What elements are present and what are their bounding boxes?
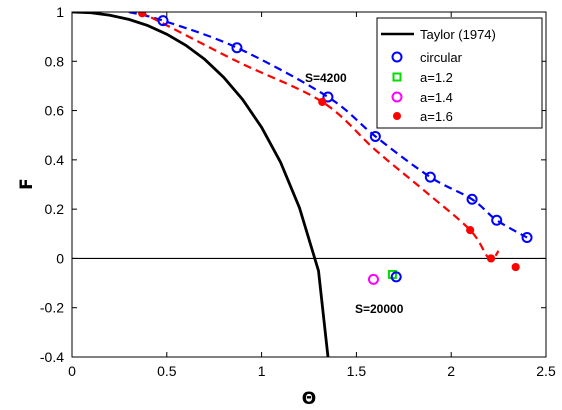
series-1-point-7 <box>521 231 533 243</box>
legend-label-a12: a=1.2 <box>420 70 453 85</box>
series-0-line <box>72 12 330 357</box>
x-tick-label-2: 1 <box>258 363 266 379</box>
legend-swatch-a14 <box>391 91 403 103</box>
annotation-s20000: S=20000 <box>355 302 404 316</box>
series-1-point-1 <box>231 42 243 54</box>
x-tick-label-3: 1.5 <box>347 363 367 379</box>
series-1-point-4 <box>424 171 436 183</box>
tick-layer: 0 0.5 1 1.5 2 2.5 -0.4 -0.2 0 0.2 0.4 0.6 0.8 1 <box>40 4 556 379</box>
y-axis-label: F <box>17 178 37 190</box>
legend-swatch-a12 <box>392 72 402 82</box>
y-tick-label-2: 0 <box>56 250 64 266</box>
legend-label-a16: a=1.6 <box>420 109 453 124</box>
series-1-point-0 <box>157 15 169 27</box>
plot-frame <box>71 11 547 358</box>
y-tick-label-3: 0.2 <box>45 201 65 217</box>
legend-swatch-a16 <box>393 112 401 120</box>
series-3-point-0 <box>367 273 379 285</box>
legend-box <box>376 17 543 129</box>
series-1-point-3 <box>369 130 381 142</box>
series-1-point-6 <box>491 214 503 226</box>
y-tick-label-4: 0.4 <box>45 152 65 168</box>
data-layer <box>72 12 546 357</box>
series-4-point-4 <box>511 262 520 272</box>
extra-point-0 <box>390 271 402 283</box>
legend-swatch-circular <box>391 51 403 63</box>
y-tick-label-5: 0.6 <box>45 103 65 119</box>
x-tick-label-5: 2.5 <box>536 363 556 379</box>
series-4-point-0 <box>138 12 147 18</box>
series-4-point-1 <box>318 97 327 107</box>
series-4-point-2 <box>466 225 475 235</box>
series-1-point-5 <box>466 193 478 205</box>
legend: Taylor (1974) circular a=1.2 a=1.4 a=1.6 <box>376 17 543 129</box>
legend-label-taylor: Taylor (1974) <box>420 27 496 42</box>
series-1-point-2 <box>322 91 334 103</box>
x-tick-label-0: 0 <box>68 363 76 379</box>
legend-label-a14: a=1.4 <box>420 90 453 105</box>
y-tick-label-7: 1 <box>56 4 64 20</box>
legend-label-circular: circular <box>420 50 463 65</box>
y-tick-label-6: 0.8 <box>45 53 65 69</box>
x-tick-label-4: 2 <box>447 363 455 379</box>
y-tick-label-0: -0.4 <box>40 349 64 365</box>
y-tick-label-1: -0.2 <box>40 300 64 316</box>
series-4-point-3 <box>486 254 496 263</box>
x-axis-label: Θ <box>302 389 316 409</box>
x-tick-label-1: 0.5 <box>157 363 177 379</box>
annotation-s4200: S=4200 <box>305 71 347 85</box>
